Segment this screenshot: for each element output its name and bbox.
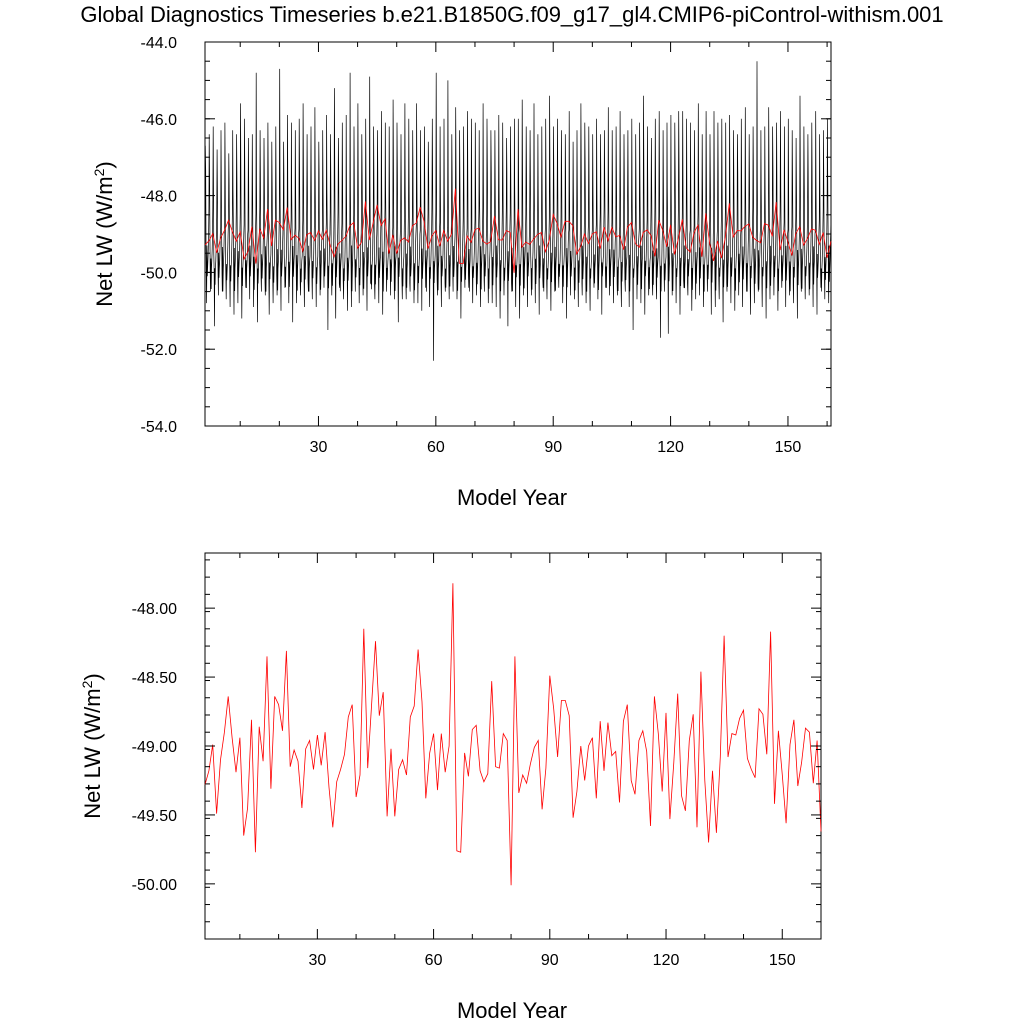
bottom-xtick-label: 120 bbox=[653, 952, 680, 969]
bottom-xtick-label: 30 bbox=[308, 952, 326, 969]
bottom-xtick-label: 150 bbox=[769, 952, 796, 969]
top-xtick-label: 150 bbox=[775, 439, 802, 456]
top-ytick-label: -48.0 bbox=[141, 189, 178, 206]
bottom-ytick-label: -50.00 bbox=[132, 877, 177, 894]
top-axis-ticks: 30 60 90 120 150 -44.0 -46.0 -48.0 -50.0 -52.0 -54… bbox=[141, 35, 831, 456]
top-xlabel: Model Year bbox=[457, 485, 567, 510]
top-ytick-label: -54.0 bbox=[141, 419, 178, 436]
top-panel: 30 60 90 120 150 -44.0 -46.0 -48.0 -50.0 -52.0 -54… bbox=[91, 35, 832, 510]
top-ytick-label: -44.0 bbox=[141, 35, 178, 52]
bottom-xlabel: Model Year bbox=[457, 998, 567, 1023]
bottom-ytick-label: -49.00 bbox=[132, 739, 177, 756]
bottom-plot-series bbox=[204, 583, 822, 886]
bottom-ylabel: Net LW (W/m2) bbox=[79, 673, 105, 818]
bottom-panel: 30 60 90 120 150 -48.00 -48.50 -49.00 -49.50 -50.… bbox=[79, 552, 822, 1023]
top-ytick-label: -50.0 bbox=[141, 265, 178, 282]
top-monthly-line bbox=[204, 61, 832, 361]
top-annual-mean-line bbox=[204, 188, 832, 273]
bottom-ytick-label: -48.00 bbox=[132, 601, 177, 618]
bottom-xtick-label: 60 bbox=[425, 952, 443, 969]
top-ytick-label: -46.0 bbox=[141, 112, 178, 129]
bottom-plot-frame bbox=[204, 552, 822, 940]
top-plot-series bbox=[204, 61, 832, 361]
bottom-ytick-label: -48.50 bbox=[132, 670, 177, 687]
top-ytick-label: -52.0 bbox=[141, 342, 178, 359]
bottom-xtick-label: 90 bbox=[541, 952, 559, 969]
figure-title: Global Diagnostics Timeseries b.e21.B185… bbox=[80, 2, 943, 27]
top-xtick-label: 30 bbox=[310, 439, 328, 456]
top-ylabel: Net LW (W/m2) bbox=[91, 161, 117, 306]
top-xtick-label: 120 bbox=[657, 439, 684, 456]
top-xtick-label: 90 bbox=[544, 439, 562, 456]
bottom-ytick-label: -49.50 bbox=[132, 808, 177, 825]
bottom-axis-ticks: 30 60 90 120 150 -48.00 -48.50 -49.00 -49.50 -50.… bbox=[132, 553, 822, 969]
bottom-annual-mean-line bbox=[204, 583, 822, 886]
top-xtick-label: 60 bbox=[427, 439, 445, 456]
